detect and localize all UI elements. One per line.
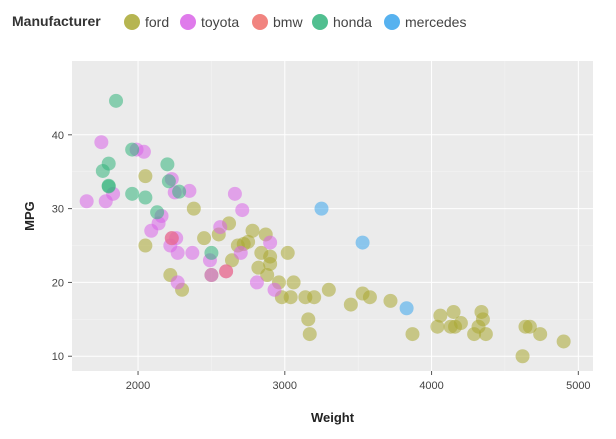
point-ford: [286, 275, 301, 290]
point-toyota: [263, 235, 278, 250]
legend-label: ford: [145, 14, 170, 30]
point-toyota: [235, 203, 250, 218]
point-toyota: [267, 282, 282, 297]
point-honda: [109, 93, 124, 108]
point-ford: [556, 334, 571, 349]
point-honda: [125, 142, 140, 157]
point-ford: [138, 169, 153, 184]
point-ford: [453, 316, 468, 331]
legend-swatch: [252, 14, 268, 30]
point-ford: [241, 234, 256, 249]
legend-item-mercedes[interactable]: mercedes: [384, 12, 466, 32]
legend-swatch: [180, 14, 196, 30]
point-ford: [245, 223, 260, 238]
point-mercedes: [355, 235, 370, 250]
legend-item-bmw[interactable]: bmw: [252, 12, 303, 32]
point-bmw: [219, 264, 234, 279]
point-ford: [533, 327, 548, 342]
point-ford: [383, 293, 398, 308]
point-ford: [280, 245, 295, 260]
legend-swatch: [312, 14, 328, 30]
point-honda: [138, 190, 153, 205]
legend-label: toyota: [201, 14, 240, 30]
legend-swatch: [384, 14, 400, 30]
point-toyota: [227, 186, 242, 201]
x-axis-title: Weight: [311, 410, 355, 425]
point-ford: [343, 297, 358, 312]
point-ford: [405, 327, 420, 342]
legend-item-ford[interactable]: ford: [124, 12, 169, 32]
point-ford: [283, 290, 298, 305]
point-ford: [186, 201, 201, 216]
y-axis-title: MPG: [22, 201, 37, 231]
point-toyota: [182, 183, 197, 198]
point-toyota: [79, 194, 94, 209]
point-ford: [302, 327, 317, 342]
point-ford: [321, 282, 336, 297]
point-ford: [362, 290, 377, 305]
legend-label: mercedes: [405, 14, 467, 30]
y-tick-label: 30: [52, 204, 64, 216]
point-ford: [197, 231, 212, 246]
y-tick-label: 40: [52, 130, 64, 142]
point-honda: [101, 178, 116, 193]
point-honda: [125, 186, 140, 201]
legend-label: bmw: [273, 14, 303, 30]
point-honda: [101, 156, 116, 171]
point-ford: [446, 304, 461, 319]
point-ford: [138, 238, 153, 253]
point-ford: [433, 308, 448, 323]
x-tick-label: 3000: [273, 380, 297, 392]
y-tick-label: 20: [52, 277, 64, 289]
point-ford: [301, 312, 316, 327]
legend-item-honda[interactable]: honda: [312, 12, 372, 32]
legend-item-toyota[interactable]: toyota: [180, 12, 239, 32]
point-ford: [430, 319, 445, 334]
point-mercedes: [399, 301, 414, 316]
point-mercedes: [314, 201, 329, 216]
point-ford: [522, 319, 537, 334]
point-toyota: [233, 245, 248, 260]
x-tick-label: 4000: [419, 380, 443, 392]
point-toyota: [249, 275, 264, 290]
point-honda: [204, 245, 219, 260]
legend-title: Manufacturer: [12, 13, 101, 29]
point-honda: [161, 174, 176, 189]
point-honda: [150, 205, 165, 220]
point-honda: [172, 184, 187, 199]
point-toyota: [170, 245, 185, 260]
legend-label: honda: [333, 14, 372, 30]
point-toyota: [213, 220, 228, 235]
y-tick-label: 10: [52, 351, 64, 363]
point-toyota: [204, 268, 219, 283]
point-toyota: [136, 144, 151, 159]
point-ford: [478, 327, 493, 342]
point-honda: [160, 157, 175, 172]
point-toyota: [94, 135, 109, 150]
x-tick-label: 2000: [126, 380, 150, 392]
point-bmw: [164, 231, 179, 246]
legend-swatch: [124, 14, 140, 30]
point-toyota: [185, 245, 200, 260]
legend: Manufacturer ford toyota bmw honda mercedes: [0, 0, 616, 44]
point-ford: [515, 349, 530, 364]
point-toyota: [170, 275, 185, 290]
point-ford: [263, 249, 278, 264]
point-ford: [307, 290, 322, 305]
plot-background: [72, 61, 593, 371]
x-tick-label: 5000: [566, 380, 590, 392]
point-ford: [475, 312, 490, 327]
point-ford: [260, 268, 275, 283]
